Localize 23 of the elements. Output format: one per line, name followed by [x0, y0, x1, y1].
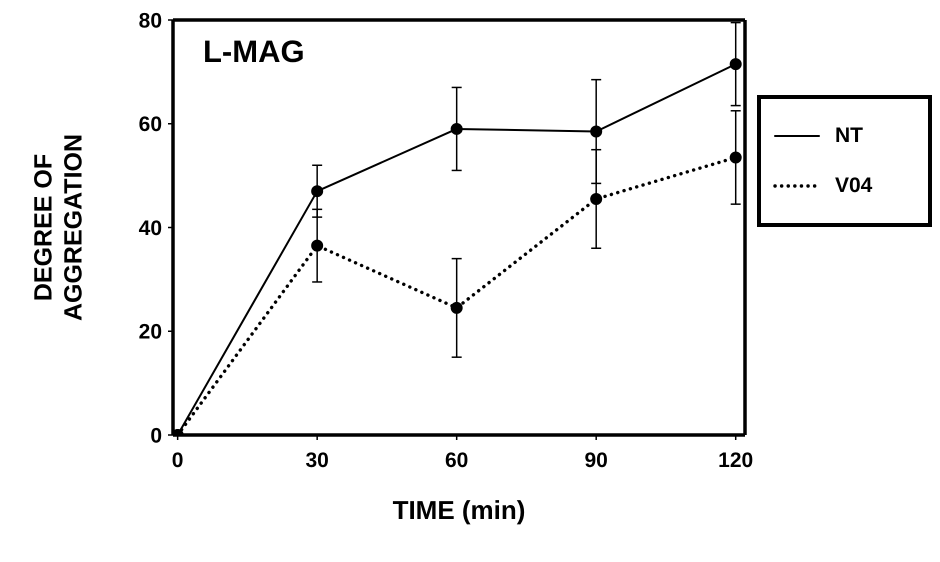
x-axis-title: TIME (min): [392, 494, 526, 525]
legend-label: V04: [835, 174, 872, 198]
x-tick-label: 120: [718, 448, 754, 472]
point: [450, 122, 463, 135]
annotation: L-MAG: [203, 34, 305, 69]
point: [730, 58, 742, 70]
x-tick-label: 60: [444, 448, 468, 472]
y-tick-label: 60: [138, 113, 162, 136]
legend-label: NT: [835, 124, 863, 148]
x-tick-label: 30: [305, 448, 329, 472]
y-tick-label: 40: [138, 216, 162, 240]
point: [590, 192, 602, 205]
x-tick-label: 90: [584, 448, 608, 472]
x-tick-label: 0: [172, 448, 184, 472]
y-tick-label: 80: [138, 9, 162, 32]
y-axis-title: DEGREE OF AGGREGATION: [30, 134, 88, 322]
point: [311, 240, 324, 252]
y-tick-label: 20: [138, 320, 162, 344]
y-tick-label: 0: [150, 424, 162, 448]
point: [590, 126, 602, 138]
point: [730, 151, 742, 164]
point: [450, 302, 463, 314]
point: [311, 185, 324, 198]
